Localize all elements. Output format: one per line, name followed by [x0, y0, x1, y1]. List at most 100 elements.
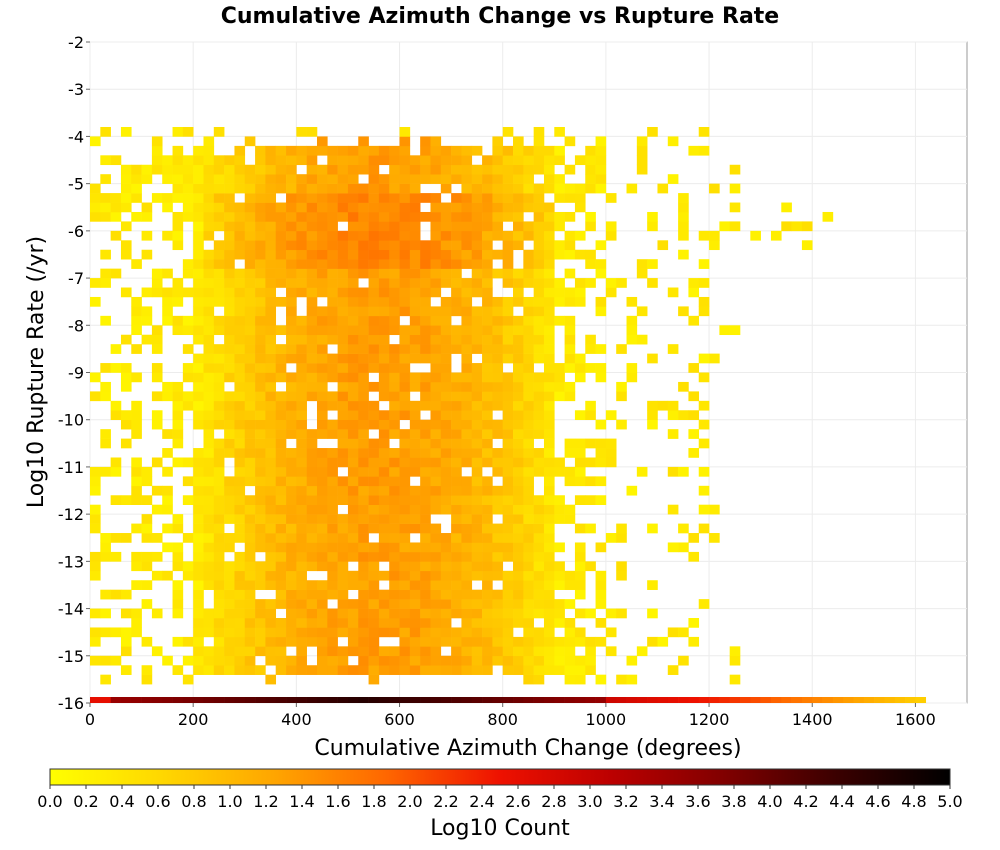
heatmap-cell [234, 504, 246, 515]
heatmap-cell [255, 353, 266, 364]
heatmap-cell [430, 476, 442, 487]
heatmap-cell [234, 438, 246, 449]
heatmap-cell [409, 627, 421, 638]
heatmap-cell [585, 495, 596, 505]
heatmap-cell [543, 523, 555, 534]
heatmap-cell [90, 296, 101, 307]
heatmap-cell [451, 419, 462, 430]
heatmap-cell [255, 221, 266, 232]
heatmap-cell [420, 533, 431, 543]
heatmap-cell [234, 372, 246, 383]
heatmap-cell [151, 697, 163, 703]
heatmap-cell [203, 296, 215, 307]
heatmap-cell [399, 363, 411, 373]
heatmap-cell [523, 561, 534, 572]
heatmap-cell [399, 211, 411, 222]
heatmap-cell [100, 438, 111, 449]
heatmap-cell [698, 296, 710, 307]
heatmap-cell [131, 193, 142, 203]
heatmap-cell [461, 259, 473, 269]
heatmap-cell [451, 495, 462, 505]
heatmap-cell [543, 381, 555, 392]
heatmap-cell [120, 372, 132, 383]
heatmap-cell [131, 296, 142, 307]
heatmap-cell [430, 306, 442, 317]
heatmap-cell [265, 636, 277, 647]
heatmap-cell [193, 240, 204, 251]
heatmap-cell [420, 599, 431, 609]
heatmap-cell [378, 202, 390, 213]
heatmap-cell [141, 697, 153, 703]
heatmap-cell [420, 542, 431, 553]
heatmap-cell [347, 636, 359, 647]
heatmap-cell [286, 466, 297, 477]
heatmap-cell [471, 240, 483, 251]
heatmap-cell [678, 523, 689, 534]
heatmap-cell [502, 126, 514, 137]
heatmap-cell [378, 363, 390, 373]
heatmap-cell [203, 438, 215, 449]
heatmap-cell [286, 221, 297, 232]
heatmap-cell [286, 551, 297, 562]
heatmap-cell [585, 249, 596, 260]
heatmap-cell [265, 466, 277, 477]
heatmap-cell [616, 419, 627, 430]
heatmap-cell [533, 268, 545, 279]
heatmap-cell [378, 457, 390, 468]
heatmap-cell [399, 570, 411, 581]
heatmap-cell [533, 410, 545, 421]
heatmap-cell [471, 174, 483, 184]
heatmap-cell [585, 174, 596, 184]
heatmap-cell [327, 636, 338, 647]
y-tick-label: -2 [68, 33, 84, 52]
heatmap-cell [533, 457, 545, 468]
heatmap-cell [368, 504, 380, 515]
heatmap-cell [482, 230, 493, 241]
heatmap-cell [564, 353, 576, 364]
heatmap-cell [574, 636, 586, 647]
heatmap-cell [234, 145, 246, 156]
heatmap-cell [513, 334, 524, 345]
heatmap-cell [451, 457, 462, 468]
heatmap-cell [451, 551, 462, 562]
heatmap-cell [347, 438, 359, 449]
heatmap-cell [543, 278, 555, 288]
heatmap-cell [636, 155, 648, 166]
heatmap-cell [595, 136, 607, 147]
heatmap-cell [358, 249, 369, 260]
heatmap-cell [461, 155, 473, 166]
heatmap-cell [502, 155, 514, 166]
heatmap-cell [430, 533, 442, 543]
heatmap-cell [337, 457, 349, 468]
heatmap-cell [358, 400, 369, 411]
heatmap-cell [286, 230, 297, 241]
heatmap-cell [409, 429, 421, 439]
heatmap-cell [275, 221, 287, 232]
heatmap-cell [286, 523, 297, 534]
heatmap-cell [781, 697, 792, 703]
heatmap-cell [461, 334, 473, 345]
heatmap-cell [523, 646, 534, 657]
heatmap-cell [224, 287, 235, 298]
heatmap-cell [224, 438, 235, 449]
heatmap-cell [347, 363, 359, 373]
heatmap-cell [224, 363, 235, 373]
heatmap-cell [368, 495, 380, 505]
heatmap-cell [574, 353, 586, 364]
heatmap-cell [172, 240, 184, 251]
heatmap-cell [409, 372, 421, 383]
heatmap-cell [296, 448, 307, 458]
heatmap-cell [502, 636, 514, 647]
heatmap-cell [492, 334, 504, 345]
heatmap-cell [316, 533, 328, 543]
heatmap-cell [141, 523, 153, 534]
heatmap-cell [120, 438, 132, 449]
heatmap-cell [513, 363, 524, 373]
heatmap-cell [172, 325, 184, 336]
heatmap-cell [296, 400, 307, 411]
heatmap-cell [409, 419, 421, 430]
heatmap-cell [100, 381, 111, 392]
heatmap-cell [306, 306, 318, 317]
colorbar-tick-label: 3.4 [649, 792, 674, 811]
heatmap-cell [502, 627, 514, 638]
